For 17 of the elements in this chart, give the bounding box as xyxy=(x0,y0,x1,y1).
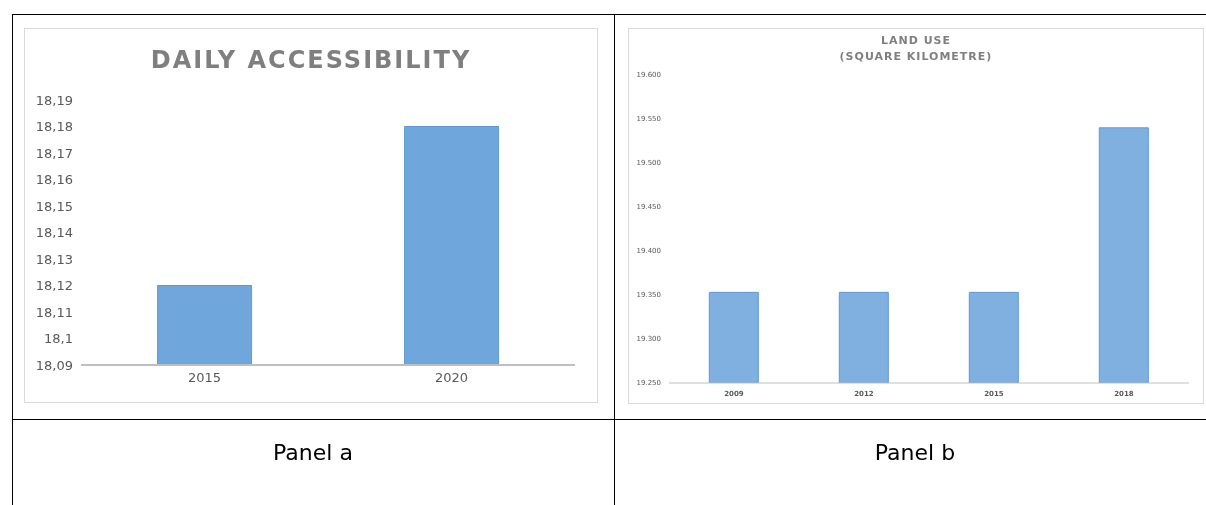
y-tick-label: 18,1 xyxy=(44,331,73,347)
chart-title: LAND USE (SQUARE KILOMETRE) xyxy=(838,33,994,65)
y-tick-label: 18,13 xyxy=(35,251,73,267)
y-tick-label: 18,15 xyxy=(35,198,73,214)
y-tick-label: 18,18 xyxy=(35,119,73,135)
y-tick-label: 18,17 xyxy=(35,145,73,161)
x-tick-label: 2015 xyxy=(187,370,222,386)
y-tick-label: 18,09 xyxy=(35,357,73,373)
y-tick-label: 18,14 xyxy=(35,225,73,241)
text: Panel b xyxy=(873,440,957,465)
y-tick-label: 18,19 xyxy=(35,92,73,108)
text: Panel a xyxy=(272,440,354,465)
y-tick-label: 18,16 xyxy=(35,172,73,188)
chart-title: DAILY ACCESSIBILITY xyxy=(149,45,473,75)
y-tick-label: 18,12 xyxy=(35,278,73,294)
x-tick-label: 2020 xyxy=(434,370,469,386)
y-tick-label: 18,11 xyxy=(35,304,73,320)
